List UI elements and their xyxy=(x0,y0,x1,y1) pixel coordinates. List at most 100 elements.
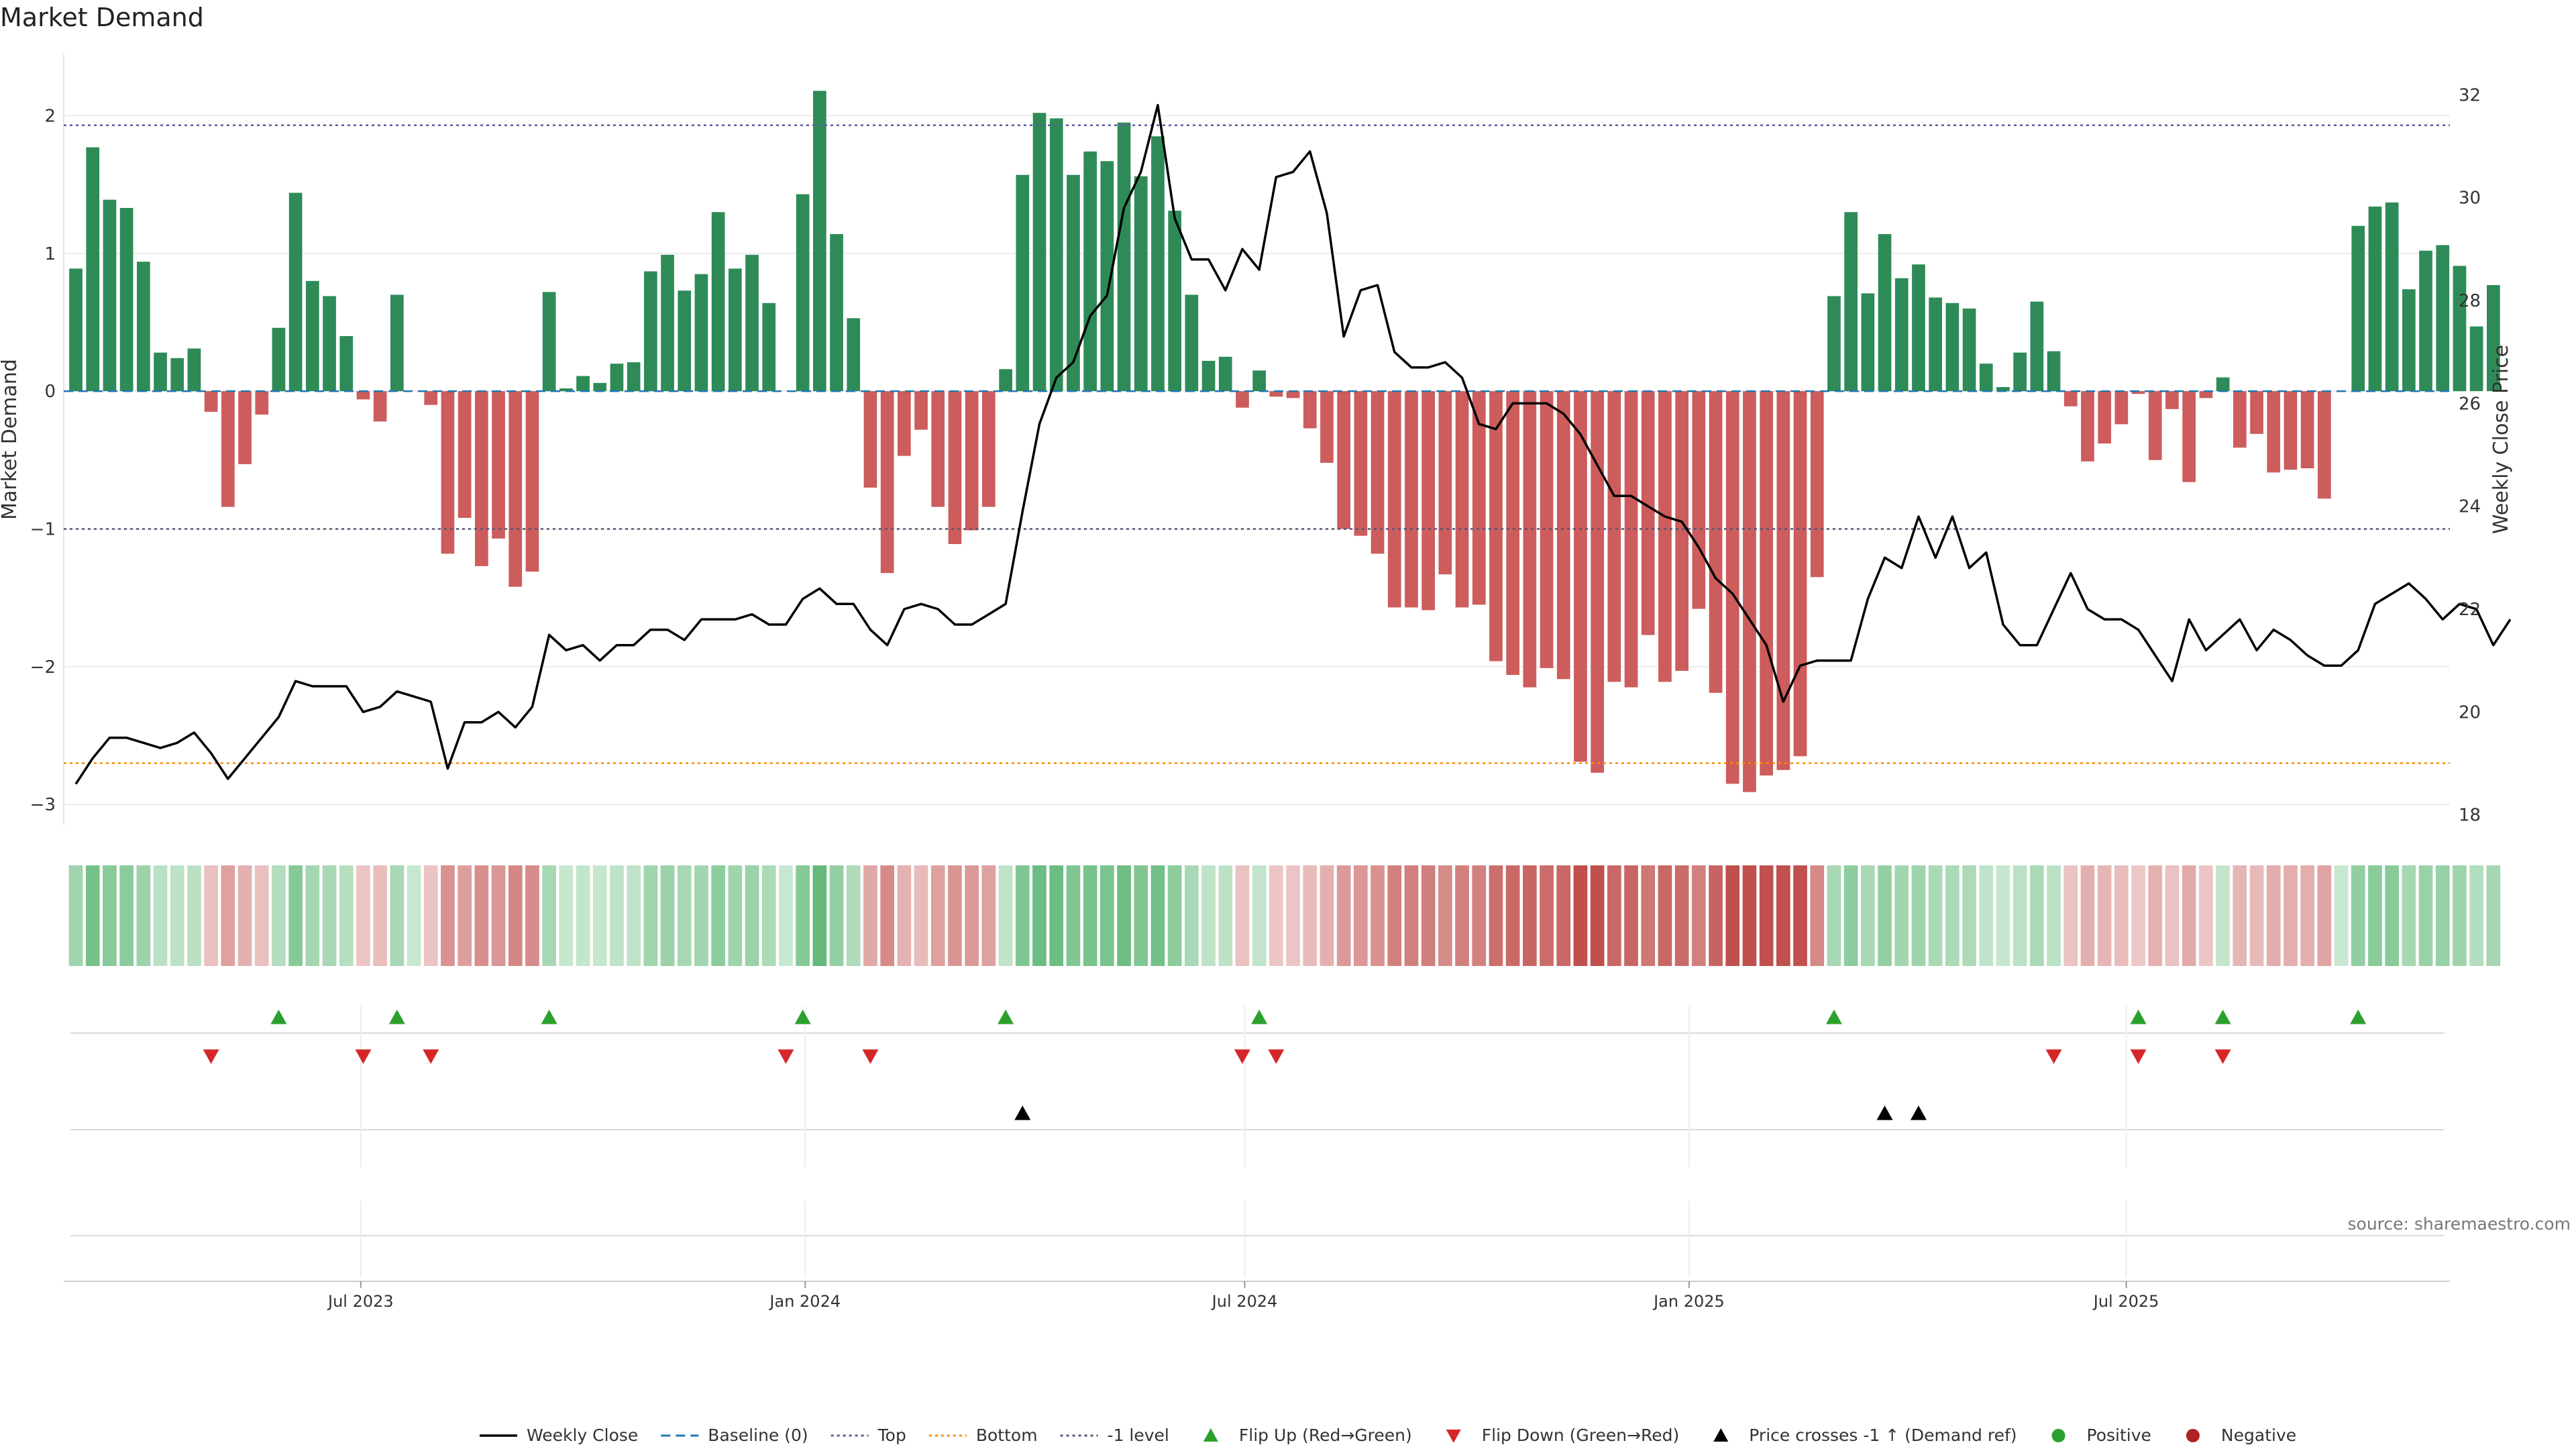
demand-bar xyxy=(1979,364,1993,392)
heat-cell xyxy=(423,865,438,966)
flip-up-marker xyxy=(1825,1010,1842,1024)
legend-item: Bottom xyxy=(928,1426,1038,1445)
legend-label: Weekly Close xyxy=(527,1426,638,1445)
heat-cell xyxy=(1962,865,1976,966)
flip-down-marker xyxy=(2214,1049,2231,1064)
legend-label: -1 level xyxy=(1108,1426,1169,1445)
heat-cell xyxy=(761,865,776,966)
demand-bar xyxy=(1168,211,1181,392)
demand-bar xyxy=(86,147,100,392)
demand-bar xyxy=(694,274,708,392)
heat-cell xyxy=(1235,865,1250,966)
legend-swatch xyxy=(1446,1430,1461,1443)
demand-bar xyxy=(1861,293,1875,392)
left-axis-title: Market Demand xyxy=(0,359,21,520)
right-tick-label: 26 xyxy=(2459,394,2481,414)
demand-bar xyxy=(492,391,505,539)
legend: Weekly Close Baseline (0) Top Bottom -1 leve… xyxy=(480,1426,2296,1445)
heat-cell xyxy=(998,865,1013,966)
heat-cell xyxy=(930,865,945,966)
demand-bar xyxy=(1117,122,1131,392)
demand-bar xyxy=(2182,391,2196,482)
demand-bar xyxy=(1455,391,1469,608)
heat-cell xyxy=(779,865,793,966)
demand-bar xyxy=(1049,118,1063,392)
heat-cell xyxy=(2063,865,2078,966)
heat-cell xyxy=(441,865,455,966)
demand-bar xyxy=(610,364,624,392)
heat-cell xyxy=(1810,865,1825,966)
demand-bars xyxy=(69,91,2500,792)
heat-cell xyxy=(1421,865,1436,966)
demand-bar xyxy=(1793,391,1807,757)
heat-cell xyxy=(627,865,641,966)
demand-bar xyxy=(1776,391,1790,770)
heat-cell xyxy=(1100,865,1114,966)
heat-cell xyxy=(1590,865,1605,966)
demand-bar xyxy=(1236,391,1249,408)
demand-bar xyxy=(1252,370,1266,392)
demand-bar xyxy=(1556,391,1570,680)
heat-cell xyxy=(2486,865,2501,966)
demand-bar xyxy=(2098,391,2111,444)
demand-bar xyxy=(2368,206,2382,392)
demand-bar xyxy=(69,268,83,392)
demand-bar xyxy=(948,391,962,544)
heat-cell xyxy=(1371,865,1385,966)
demand-bar xyxy=(1574,391,1587,762)
heat-cell xyxy=(2402,865,2416,966)
heat-cell xyxy=(2233,865,2247,966)
heat-cell xyxy=(1167,865,1182,966)
right-tick-label: 32 xyxy=(2459,85,2481,105)
demand-bar xyxy=(1337,391,1350,529)
demand-bar xyxy=(661,254,674,392)
demand-bar xyxy=(2300,391,2314,469)
heat-cell xyxy=(1472,865,1487,966)
legend-label: Negative xyxy=(2221,1426,2296,1445)
left-axis: 2 1 0 −1 −2 −3 Market Demand xyxy=(0,106,56,815)
demand-bar xyxy=(1962,308,1976,392)
demand-bar xyxy=(2216,377,2230,392)
legend-label: Price crosses -1 ↑ (Demand ref) xyxy=(1749,1426,2017,1445)
legend-label: Positive xyxy=(2087,1426,2151,1445)
right-tick-label: 24 xyxy=(2459,497,2481,517)
demand-bar xyxy=(1725,391,1739,784)
flip-up-marker xyxy=(998,1010,1014,1024)
demand-bar xyxy=(137,262,150,392)
demand-bar xyxy=(2284,391,2298,470)
flip-up-marker xyxy=(2350,1010,2367,1024)
demand-bar xyxy=(170,358,184,392)
demand-bar xyxy=(1827,296,1841,392)
heat-cell xyxy=(2047,865,2061,966)
heat-cell xyxy=(153,865,168,966)
heat-cell xyxy=(1827,865,1841,966)
heat-cell xyxy=(2284,865,2298,966)
demand-bar xyxy=(1912,264,1925,392)
demand-bar xyxy=(1996,387,2010,392)
heat-cell xyxy=(1269,865,1283,966)
demand-bar xyxy=(2199,391,2213,398)
heat-cell xyxy=(796,865,810,966)
demand-bar xyxy=(119,208,133,392)
demand-bar xyxy=(2419,250,2432,392)
heat-cell xyxy=(677,865,692,966)
legend-label: Top xyxy=(877,1426,906,1445)
heat-cell xyxy=(1996,865,2010,966)
signal-markers xyxy=(64,1006,2450,1282)
price-line xyxy=(74,103,2512,785)
demand-bar xyxy=(508,391,523,587)
heat-cell xyxy=(1759,865,1774,966)
demand-bar xyxy=(1134,176,1148,392)
demand-bar xyxy=(711,212,725,392)
legend-label: Baseline (0) xyxy=(708,1426,808,1445)
demand-bar xyxy=(880,391,894,574)
flip-down-marker xyxy=(423,1049,439,1064)
heat-cell xyxy=(204,865,218,966)
legend-item: Flip Up (Red→Green) xyxy=(1203,1426,1412,1445)
demand-bar xyxy=(2131,391,2145,394)
heat-cell xyxy=(119,865,133,966)
flip-up-marker xyxy=(794,1010,811,1024)
left-tick-label: 0 xyxy=(44,382,56,402)
demand-bar xyxy=(1303,391,1317,429)
demand-bar xyxy=(576,376,590,392)
